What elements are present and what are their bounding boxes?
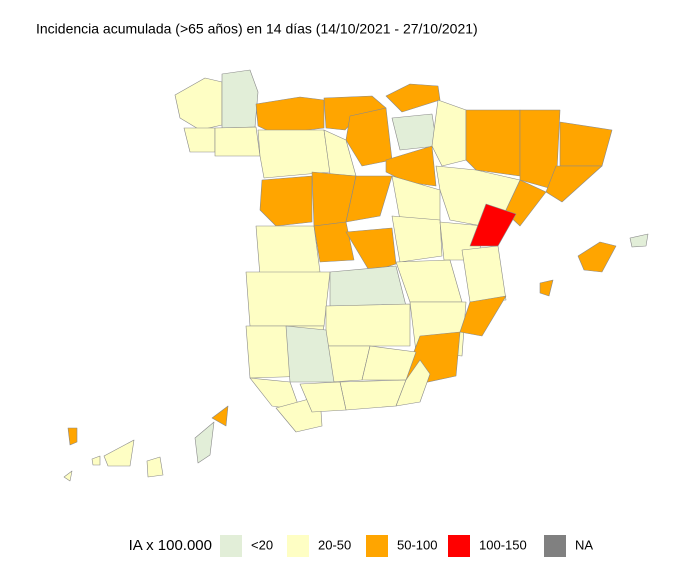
province (259, 175, 313, 227)
province (361, 345, 417, 381)
province (255, 225, 321, 277)
province (257, 129, 331, 179)
province (629, 233, 649, 248)
province (325, 303, 411, 347)
province (91, 455, 101, 466)
province (214, 126, 261, 157)
province (211, 405, 229, 427)
province (545, 165, 603, 203)
province (63, 470, 73, 482)
province (194, 421, 215, 464)
province (255, 96, 325, 135)
province (329, 265, 407, 307)
legend-label: 50-100 (397, 537, 437, 552)
map (63, 69, 649, 482)
legend-label: 20-50 (318, 537, 351, 552)
province (103, 439, 135, 467)
province (577, 241, 617, 273)
legend: IA x 100.000 <20 20-50 50-100 100-150 NA (129, 535, 593, 557)
province (345, 227, 397, 273)
legend-title: IA x 100.000 (129, 537, 212, 554)
legend-label: <20 (251, 537, 273, 552)
province (391, 215, 443, 263)
province (146, 456, 164, 478)
legend-label: NA (575, 537, 593, 552)
province (345, 107, 393, 167)
legend-swatch (366, 535, 388, 557)
province (465, 109, 521, 177)
legend-swatch (220, 535, 242, 557)
legend-swatch (448, 535, 470, 557)
legend-swatch (287, 535, 309, 557)
province (539, 279, 554, 297)
province (459, 295, 507, 337)
province (67, 427, 78, 446)
province (431, 99, 467, 167)
province (385, 145, 437, 187)
province (313, 221, 355, 263)
legend-swatch (544, 535, 566, 557)
province (285, 325, 335, 383)
legend-label: 100-150 (479, 537, 527, 552)
province (395, 359, 431, 407)
province (299, 381, 347, 413)
province (461, 245, 507, 303)
map-title: Incidencia acumulada (>65 años) en 14 dí… (36, 21, 478, 37)
province (245, 271, 331, 327)
province (345, 175, 393, 223)
province (221, 69, 259, 129)
province (391, 113, 438, 151)
province (385, 83, 441, 113)
